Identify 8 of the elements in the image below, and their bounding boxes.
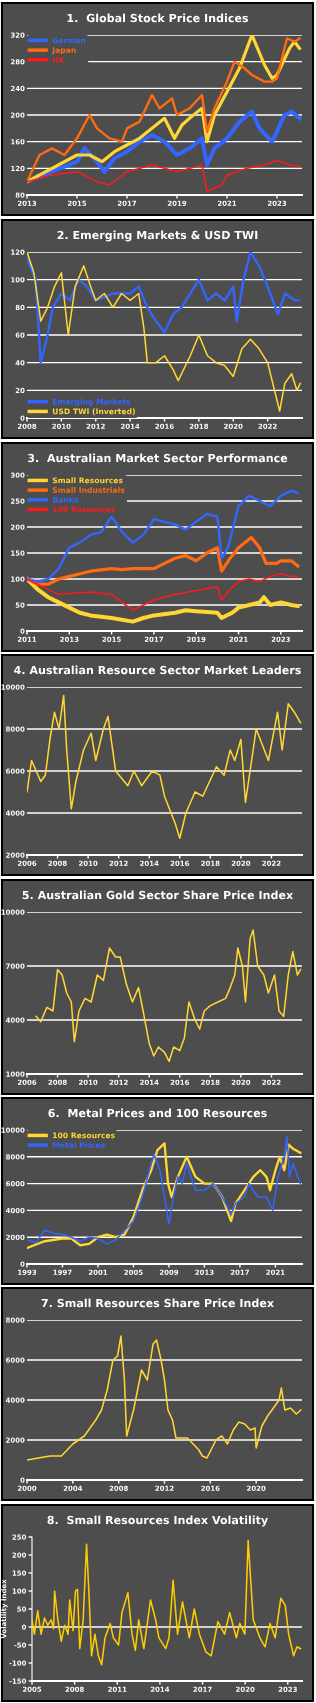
chart-title: 8. Small Resources Index Volatility: [47, 1515, 268, 1527]
chart-title: 5. Australian Gold Sector Share Price Index: [22, 890, 293, 900]
chart-title: 7. Small Resources Share Price Index: [41, 1298, 274, 1308]
chart-title: 2. Emerging Markets & USD TWI: [57, 230, 258, 242]
chart-title: 6. Metal Prices and 100 Resources: [48, 1108, 267, 1118]
chart-title: 3. Australian Market Sector Performance: [28, 453, 288, 463]
chart-title: 4. Australian Resource Sector Market Leaders: [14, 665, 301, 675]
chart-title: 1. Global Stock Price Indices: [67, 13, 249, 23]
